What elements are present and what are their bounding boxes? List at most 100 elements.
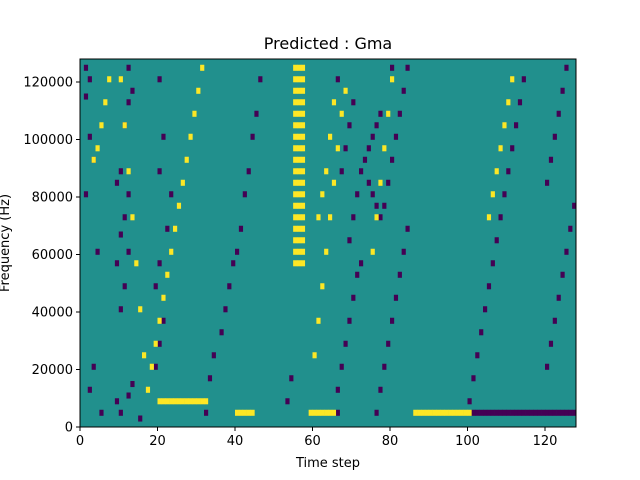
heatmap-cell-low [475,409,480,416]
heatmap-cell-high [413,409,418,416]
heatmap-cell-high [293,168,298,175]
heatmap-cell-low [556,294,561,301]
heatmap-cell-high [293,64,298,71]
heatmap-cell-high [293,237,298,244]
heatmap-cell-high [300,122,306,129]
heatmap-cell-high [463,409,468,416]
heatmap-cell-low [502,409,507,416]
heatmap-cell-low [498,214,503,221]
heatmap-cell-high [297,99,302,106]
heatmap-cell-low [355,271,360,278]
heatmap-cell-high [308,409,313,416]
heatmap-cell-low [130,381,135,388]
heatmap-cell-low [506,409,511,416]
heatmap-cell-low [405,64,410,71]
heatmap-cell-high [250,409,255,416]
heatmap-cell-high [188,133,193,140]
heatmap-cell-low [126,99,131,106]
heatmap-cell-high [382,145,387,152]
heatmap-cell-high [91,156,96,163]
heatmap-cell-high [242,409,247,416]
heatmap-cell-high [157,398,162,405]
heatmap-cell-high [204,398,209,405]
heatmap-cell-low [343,340,348,347]
heatmap-cell-low [161,317,166,324]
heatmap-cell-low [231,260,236,267]
heatmap-cell-low [545,179,550,186]
heatmap-cell-low [405,225,410,232]
heatmap-cell-high [378,179,383,186]
heatmap-cell-low [114,179,120,186]
y-tick-label: 100000 [23,133,73,148]
heatmap-cell-high [293,76,298,83]
x-axis: 0 20 40 60 80 100 120 [76,427,558,449]
heatmap-cell-low [374,202,379,209]
heatmap-cell-high [169,248,174,255]
heatmap-cell-high [300,260,306,267]
heatmap-cell-low [157,168,162,175]
heatmap-cell-high [300,248,306,255]
heatmap-cell-low [87,386,92,393]
heatmap-cell-high [300,99,306,106]
heatmap-cell-high [145,386,151,393]
heatmap-cell-high [95,145,100,152]
heatmap-cell-low [87,133,92,140]
heatmap-cell-low [130,87,135,94]
heatmap-cell-low [529,409,534,416]
heatmap-cell-low [494,409,499,416]
heatmap-cell-low [568,409,573,416]
heatmap-cell-low [548,156,554,163]
heatmap-cell-low [339,168,344,175]
heatmap-cell-high [440,409,445,416]
heatmap-cell-high [293,260,298,267]
heatmap-cell-high [432,409,437,416]
heatmap-cell-high [138,306,143,313]
heatmap-cell-high [320,283,325,290]
heatmap-cell-high [169,398,174,405]
heatmap-cell-high [300,156,306,163]
heatmap-cell-low [510,145,515,152]
heatmap-cell-low [390,156,395,163]
x-tick-label: 60 [304,434,321,449]
heatmap-cell-high [300,87,306,94]
heatmap-cell-high [126,168,131,175]
heatmap-cell-high [316,214,321,221]
heatmap-cell-high [235,409,240,416]
heatmap-cell-low [250,133,255,140]
heatmap-cell-low [83,191,89,198]
heatmap-cell-low [390,64,395,71]
heatmap-cell-low [514,122,519,129]
heatmap-cell-high [297,237,302,244]
heatmap-cell-high [452,409,457,416]
heatmap-cell-low [545,363,550,370]
heatmap-cell-low [285,398,290,405]
heatmap-cell-low [514,409,519,416]
heatmap-cell-low [242,191,247,198]
x-tick-label: 120 [533,434,558,449]
heatmap-cell-high [238,409,244,416]
heatmap-cell-low [122,214,127,221]
heatmap-cell-low [386,340,391,347]
heatmap-cell-low [510,409,515,416]
heatmap-cell-high [386,110,391,117]
x-tick-label: 0 [76,434,84,449]
heatmap-cell-low [153,283,158,290]
heatmap-cell-high [448,409,453,416]
heatmap-cell-high [300,110,306,117]
y-tick-label: 60000 [32,248,73,263]
heatmap-cell-low [378,386,383,393]
heatmap-cell-high [176,398,182,405]
heatmap-cell-high [196,398,201,405]
heatmap-cell-high [297,225,302,232]
plot-frame [79,58,577,428]
heatmap-cell-high [312,352,317,359]
heatmap-cell-low [126,392,131,399]
heatmap-cell-low [351,214,356,221]
heatmap-cell-low [99,409,104,416]
heatmap-cell-low [502,191,507,198]
heatmap-cell-low [153,363,158,370]
heatmap-cell-low [393,133,399,140]
heatmap-cell-low [401,248,406,255]
heatmap-cell-low [223,306,228,313]
heatmap-cell-high [417,409,422,416]
